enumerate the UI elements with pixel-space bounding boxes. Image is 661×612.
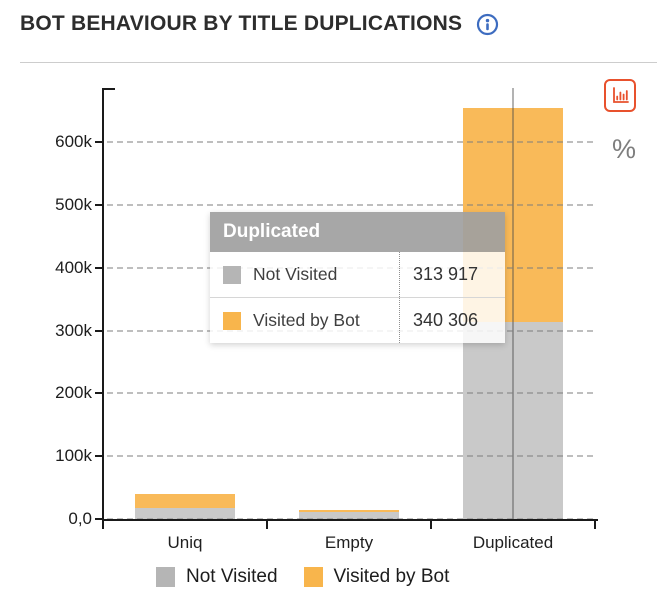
bar-uniq-visited-by-bot[interactable] [135, 493, 235, 508]
widget-header: BOT BEHAVIOUR BY TITLE DUPLICATIONS [20, 12, 499, 36]
tooltip-row-not-visited: Not Visited 313 917 [210, 252, 505, 297]
y-axis-top-cap [102, 88, 115, 90]
y-axis-tick-300k [95, 329, 103, 332]
x-axis-tick [266, 519, 268, 529]
tooltip-label: Not Visited [253, 264, 338, 284]
legend-item-not-visited[interactable]: Not Visited [156, 566, 278, 588]
x-axis-tick [594, 519, 596, 529]
percent-view-toggle[interactable]: % [611, 134, 636, 164]
y-axis-tick-200k [95, 392, 103, 395]
y-axis-label-500k: 500k [55, 194, 92, 214]
bar-empty-not-visited[interactable] [299, 512, 399, 519]
tooltip-row-visited-by-bot: Visited by Bot 340 306 [210, 297, 505, 343]
legend-item-visited-by-bot[interactable]: Visited by Bot [303, 566, 450, 588]
y-axis-line [102, 88, 104, 521]
x-axis-label-uniq: Uniq [167, 533, 203, 552]
legend-label: Visited by Bot [333, 566, 450, 587]
gridline-600k [107, 141, 593, 144]
y-axis-label-600k: 600k [55, 132, 92, 152]
bar-chart-view-button[interactable] [604, 79, 636, 112]
legend-label: Not Visited [186, 566, 278, 587]
x-axis-tick [102, 519, 104, 529]
y-axis-tick-600k [95, 141, 103, 144]
not-visited-swatch [156, 567, 175, 587]
tooltip-value: 340 306 [399, 298, 505, 343]
y-axis-label-200k: 200k [55, 383, 92, 403]
chart-tooltip: Duplicated Not Visited 313 917 Visited b… [210, 212, 505, 343]
visited-by-bot-swatch [303, 567, 323, 587]
y-axis-label-100k: 100k [55, 446, 92, 466]
info-icon-glyph [477, 13, 499, 35]
x-axis-tick [430, 519, 432, 529]
y-axis-tick-100k [95, 455, 103, 458]
bar-chart-icon [612, 87, 629, 103]
y-axis-tick-0-0 [95, 518, 103, 520]
y-axis-tick-500k [95, 203, 103, 206]
bar-empty-visited-by-bot[interactable] [299, 510, 399, 513]
info-icon[interactable] [476, 13, 499, 36]
visited-by-bot-swatch [223, 311, 241, 330]
not-visited-swatch [223, 265, 241, 284]
y-axis-label-400k: 400k [55, 257, 92, 277]
x-axis-label-empty: Empty [324, 533, 374, 552]
tooltip-value: 313 917 [399, 252, 505, 297]
y-axis-label-0-0: 0,0 [68, 509, 92, 528]
x-axis-label-duplicated: Duplicated [472, 533, 554, 552]
gridline-100k [107, 455, 593, 458]
hover-crosshair-line [512, 88, 514, 519]
bar-uniq-not-visited[interactable] [135, 508, 235, 519]
y-axis-label-300k: 300k [55, 320, 92, 340]
tooltip-label: Visited by Bot [253, 310, 360, 330]
x-axis-line [102, 519, 598, 521]
tooltip-title: Duplicated [210, 212, 505, 252]
page-title: BOT BEHAVIOUR BY TITLE DUPLICATIONS [20, 12, 463, 35]
chart-legend: Not Visited Visited by Bot [156, 566, 449, 588]
bar-duplicated-not-visited[interactable] [463, 321, 563, 519]
y-axis-tick-400k [95, 266, 103, 269]
gridline-200k [107, 392, 593, 395]
gridline-500k [107, 203, 593, 206]
header-divider [20, 62, 657, 63]
